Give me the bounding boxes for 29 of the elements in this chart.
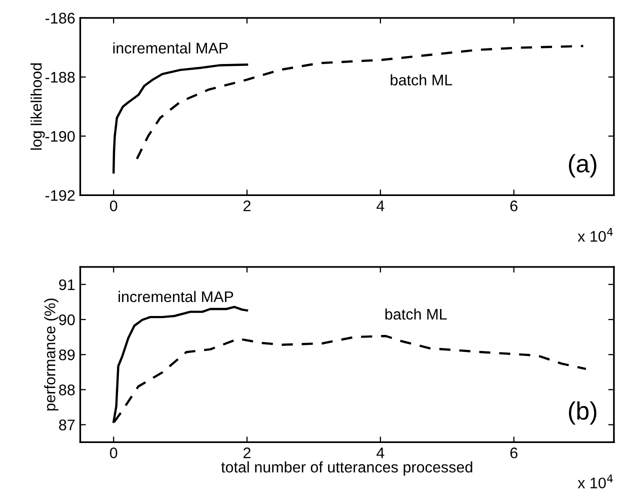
- x-tick-label: 6: [510, 447, 518, 458]
- y-tick-label: 90: [59, 314, 75, 326]
- x-tick-label: 4: [376, 200, 384, 212]
- series-label: incremental MAP: [118, 290, 234, 302]
- x-tick-label: 4: [376, 448, 384, 458]
- y-tick-label: 88: [59, 384, 75, 396]
- x-tick-label: 2: [244, 200, 250, 212]
- y-axis-title: log likelihood: [30, 63, 45, 150]
- annotation: (a): [568, 154, 596, 178]
- x-tick-label: 0: [110, 447, 118, 458]
- y-tick-label: -188: [45, 72, 75, 83]
- series-label: incremental MAP: [113, 42, 228, 54]
- x-axis-title: total number of utterances processed: [221, 461, 472, 476]
- series-label: batch ML: [385, 308, 447, 320]
- series-label: batch ML: [390, 74, 452, 86]
- y-tick-label: -190: [45, 130, 75, 142]
- text: x 10$^{4}$: [578, 474, 613, 488]
- text: x 10$^{4}$: [578, 228, 613, 242]
- x-tick-label: 0: [110, 200, 118, 212]
- y-tick-label: 91: [59, 279, 75, 290]
- y-tick-label: 87: [59, 420, 75, 430]
- y-axis-title: performance (%): [44, 298, 58, 410]
- x-tick-label: 6: [510, 200, 518, 212]
- annotation: (b): [568, 401, 596, 425]
- y-tick-label: -186: [45, 12, 75, 24]
- x-tick-label: 2: [244, 447, 250, 458]
- y-tick-label: -192: [45, 190, 75, 201]
- y-tick-label: 89: [59, 349, 75, 360]
- line-series: [112, 64, 248, 174]
